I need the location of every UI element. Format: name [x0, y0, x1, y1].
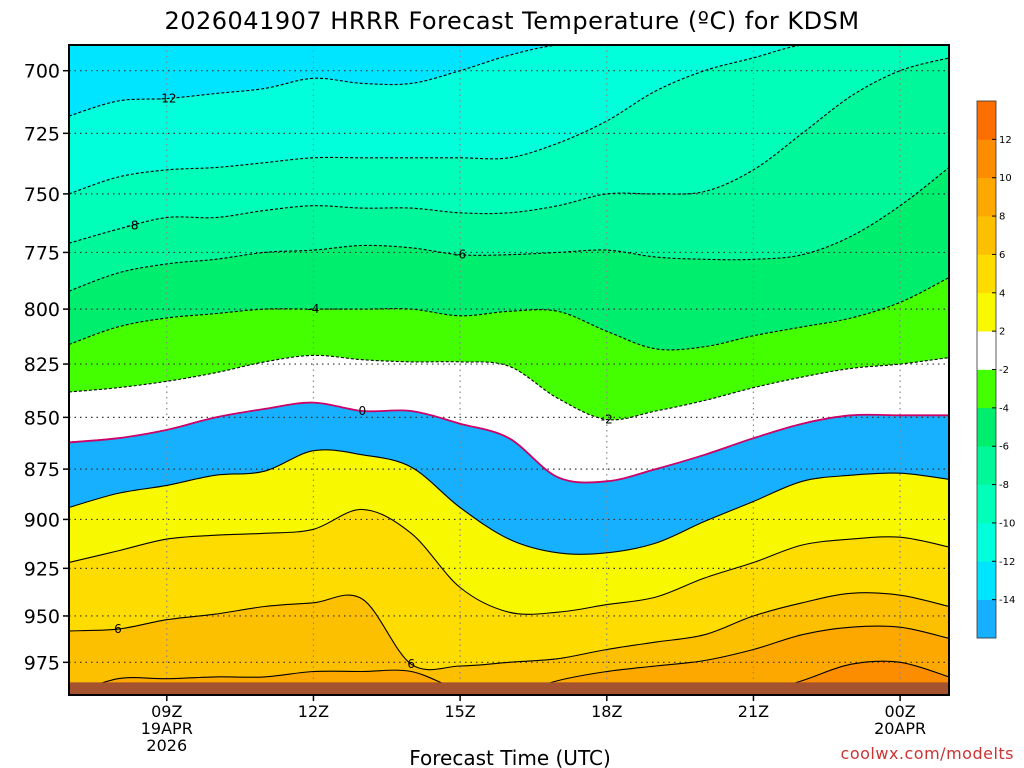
colorbar-swatch — [977, 407, 996, 447]
x-tick-label: 19APR — [141, 719, 193, 738]
y-tick-label: 800 — [24, 299, 60, 321]
contour-label-layer: -12 -8 -6 -4 -2 0 6 6 — [114, 92, 613, 672]
colorbar-label: -14 — [999, 595, 1015, 606]
colorbar-swatch — [977, 292, 996, 332]
colorbar-label: 10 — [999, 173, 1012, 184]
y-tick-label: 850 — [24, 407, 60, 429]
isotherm-line-0 — [69, 401, 949, 484]
isotherm-line--8 — [69, 57, 949, 244]
y-tick-label: 900 — [24, 509, 60, 531]
colorbar-label: -6 — [999, 442, 1009, 453]
colorbar-swatch — [977, 522, 996, 562]
plot-frame — [68, 44, 950, 696]
isotherm-line-4 — [69, 508, 949, 615]
x-tick-label: 18Z — [591, 702, 622, 721]
colorbar-label: -12 — [999, 557, 1015, 568]
colorbar-swatch — [977, 177, 996, 217]
isotherm-label--4: -4 — [307, 302, 319, 316]
colorbar-label: 4 — [999, 288, 1005, 299]
x-tick-label: 15Z — [444, 702, 475, 721]
isotherm-line--4 — [69, 277, 949, 351]
colorbar-label: 2 — [999, 327, 1005, 338]
y-tick-label: 875 — [24, 459, 60, 481]
grid-layer — [69, 45, 949, 695]
y-tick-label: 725 — [24, 123, 60, 145]
isotherm-line--2 — [69, 354, 949, 421]
isotherm-label-6: 6 — [114, 622, 122, 636]
y-tick-label: 700 — [24, 61, 60, 83]
ground-bar — [69, 682, 949, 695]
isotherm-layer — [69, 45, 949, 695]
colorbar-label: -4 — [999, 403, 1009, 414]
chart-title: 2026041907 HRRR Forecast Temperature (ºC… — [164, 7, 859, 35]
colorbar-label: -2 — [999, 365, 1009, 376]
isotherm-line--10 — [69, 45, 949, 195]
colorbar-swatch — [977, 599, 996, 639]
credit-text: coolwx.com/modelts — [841, 744, 1014, 763]
y-tick-label: 825 — [24, 354, 60, 376]
isotherm-label--2: -2 — [601, 412, 613, 426]
isotherm-label--8: -8 — [127, 219, 139, 233]
colorbar-swatch — [977, 139, 996, 179]
isotherm-line-10 — [69, 660, 949, 695]
y-tick-label: 950 — [24, 606, 60, 628]
colorbar-swatch — [977, 254, 996, 294]
colorbar-swatch — [977, 216, 996, 255]
colorbar-label: 8 — [999, 212, 1005, 223]
temperature-fill-layer — [69, 45, 949, 695]
isotherm-label--6: -6 — [454, 248, 466, 262]
y-axis: 700 725 750 775 800 825 850 875 900 925 950 975 — [24, 61, 69, 674]
colorbar-swatch — [977, 101, 996, 140]
colorbar-label: 6 — [999, 250, 1005, 261]
x-tick-label: 12Z — [298, 702, 329, 721]
isotherm-label-6-b: 6 — [407, 657, 415, 671]
y-tick-label: 775 — [24, 242, 60, 264]
colorbar-label: -10 — [999, 518, 1015, 529]
colorbar-label: -8 — [999, 480, 1009, 491]
colorbar-swatch — [977, 484, 996, 524]
colorbar-swatch — [977, 446, 996, 485]
x-axis-label: Forecast Time (UTC) — [409, 746, 611, 768]
colorbar-label: 12 — [999, 135, 1012, 146]
x-tick-label: 00Z — [884, 702, 915, 721]
isotherm-line-6 — [69, 592, 949, 671]
isotherm-label-0: 0 — [359, 404, 367, 418]
isotherm-line-8 — [69, 625, 949, 695]
band-above-8 — [69, 626, 949, 695]
y-tick-label: 750 — [24, 184, 60, 206]
x-tick-label: 09Z — [151, 702, 182, 721]
isotherm-label--12: -12 — [157, 92, 177, 106]
colorbar-swatch — [977, 331, 996, 370]
x-tick-label: 21Z — [738, 702, 769, 721]
x-tick-label: 2026 — [146, 736, 187, 755]
y-tick-label: 975 — [24, 652, 60, 674]
isotherm-line-2 — [69, 449, 949, 555]
x-tick-label: 20APR — [874, 719, 926, 738]
isotherm-line--6 — [69, 167, 949, 292]
colorbar-swatch — [977, 561, 996, 600]
colorbar: -14 -12 -10 -8 -6 -4 -2 2 4 6 8 10 12 — [976, 100, 1015, 639]
colorbar-swatch — [977, 369, 996, 409]
y-tick-label: 925 — [24, 558, 60, 580]
